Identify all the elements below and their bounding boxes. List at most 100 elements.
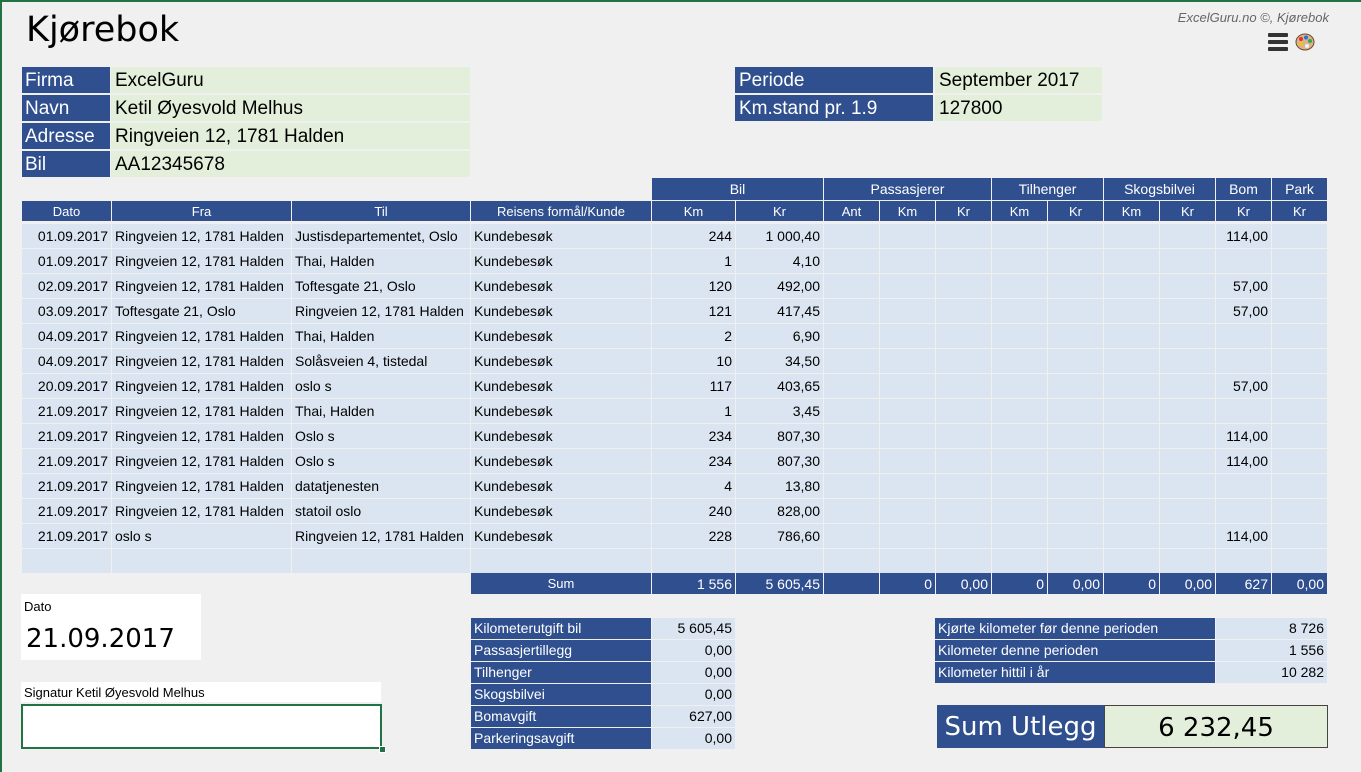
table-cell[interactable] (824, 224, 879, 248)
table-cell[interactable] (1104, 549, 1159, 573)
table-cell[interactable] (824, 249, 879, 273)
hamburger-menu-icon[interactable] (1268, 33, 1288, 51)
table-cell[interactable]: 417,45 (736, 299, 823, 323)
table-cell[interactable]: Kundebesøk (471, 499, 651, 523)
table-cell[interactable]: Oslo s (292, 449, 470, 473)
table-cell[interactable] (1272, 299, 1327, 323)
table-cell[interactable] (1272, 374, 1327, 398)
table-cell[interactable]: 3,45 (736, 399, 823, 423)
table-cell[interactable]: Solåsveien 4, tistedal (292, 349, 470, 373)
table-cell[interactable] (1160, 249, 1215, 273)
table-cell[interactable]: 807,30 (736, 424, 823, 448)
table-cell[interactable]: 02.09.2017 (22, 274, 111, 298)
table-cell[interactable]: Toftesgate 21, Oslo (292, 274, 470, 298)
table-cell[interactable] (1160, 549, 1215, 573)
table-cell[interactable]: Justisdepartementet, Oslo (292, 224, 470, 248)
table-cell[interactable]: Ringveien 12, 1781 Halden (112, 499, 291, 523)
info-value[interactable]: Ringveien 12, 1781 Halden (111, 123, 470, 149)
table-cell[interactable]: Thai, Halden (292, 324, 470, 348)
table-cell[interactable] (936, 299, 991, 323)
table-cell[interactable]: oslo s (112, 524, 291, 548)
table-cell[interactable] (1104, 499, 1159, 523)
table-cell[interactable] (1104, 274, 1159, 298)
table-cell[interactable]: Toftesgate 21, Oslo (112, 299, 291, 323)
table-cell[interactable] (992, 349, 1047, 373)
table-cell[interactable]: 120 (652, 274, 735, 298)
table-cell[interactable] (936, 349, 991, 373)
table-cell[interactable]: 2 (652, 324, 735, 348)
table-cell[interactable] (936, 274, 991, 298)
table-cell[interactable]: 1 (652, 399, 735, 423)
table-cell[interactable] (1048, 399, 1103, 423)
table-cell[interactable] (1216, 474, 1271, 498)
table-cell[interactable]: 21.09.2017 (22, 474, 111, 498)
table-cell[interactable] (824, 299, 879, 323)
table-cell[interactable] (824, 399, 879, 423)
info-value[interactable]: Ketil Øyesvold Melhus (111, 95, 470, 121)
table-cell[interactable] (992, 424, 1047, 448)
table-cell[interactable] (1048, 224, 1103, 248)
table-cell[interactable] (1104, 424, 1159, 448)
table-cell[interactable]: 57,00 (1216, 299, 1271, 323)
palette-icon[interactable] (1295, 33, 1315, 51)
table-cell[interactable] (992, 549, 1047, 573)
table-cell[interactable] (880, 524, 935, 548)
table-cell[interactable]: 1 (652, 249, 735, 273)
table-cell[interactable]: Thai, Halden (292, 249, 470, 273)
info-value[interactable]: September 2017 (935, 67, 1102, 93)
table-cell[interactable]: Kundebesøk (471, 274, 651, 298)
table-cell[interactable]: Ringveien 12, 1781 Halden (112, 374, 291, 398)
table-cell[interactable]: 121 (652, 299, 735, 323)
table-cell[interactable] (1048, 299, 1103, 323)
table-cell[interactable]: Kundebesøk (471, 324, 651, 348)
table-cell[interactable] (1048, 499, 1103, 523)
table-cell[interactable] (1104, 349, 1159, 373)
table-cell[interactable] (936, 399, 991, 423)
table-cell[interactable] (1104, 399, 1159, 423)
table-cell[interactable]: Kundebesøk (471, 299, 651, 323)
table-cell[interactable] (880, 324, 935, 348)
table-cell[interactable] (1104, 224, 1159, 248)
table-cell[interactable]: 114,00 (1216, 424, 1271, 448)
table-cell[interactable] (1104, 249, 1159, 273)
table-cell[interactable]: 04.09.2017 (22, 349, 111, 373)
table-cell[interactable] (824, 524, 879, 548)
table-cell[interactable] (652, 549, 735, 573)
table-cell[interactable] (824, 449, 879, 473)
table-cell[interactable] (1048, 549, 1103, 573)
table-cell[interactable] (1048, 424, 1103, 448)
table-cell[interactable] (1272, 499, 1327, 523)
info-value[interactable]: ExcelGuru (111, 67, 470, 93)
table-cell[interactable] (1272, 399, 1327, 423)
table-cell[interactable] (1272, 349, 1327, 373)
date-value[interactable]: 21.09.2017 (26, 624, 175, 654)
table-cell[interactable] (880, 549, 935, 573)
table-cell[interactable] (936, 324, 991, 348)
table-cell[interactable]: 228 (652, 524, 735, 548)
table-cell[interactable]: 4,10 (736, 249, 823, 273)
table-cell[interactable] (880, 349, 935, 373)
table-cell[interactable]: Ringveien 12, 1781 Halden (112, 274, 291, 298)
table-cell[interactable] (1160, 274, 1215, 298)
table-cell[interactable] (1272, 274, 1327, 298)
table-cell[interactable] (880, 249, 935, 273)
table-cell[interactable] (1048, 374, 1103, 398)
table-cell[interactable] (1216, 399, 1271, 423)
table-cell[interactable] (992, 324, 1047, 348)
table-cell[interactable] (1048, 249, 1103, 273)
table-cell[interactable] (22, 549, 111, 573)
table-cell[interactable]: 01.09.2017 (22, 224, 111, 248)
signature-field[interactable] (21, 704, 382, 749)
table-cell[interactable] (880, 299, 935, 323)
fill-handle[interactable] (379, 746, 386, 753)
table-cell[interactable]: Ringveien 12, 1781 Halden (112, 399, 291, 423)
table-cell[interactable] (880, 424, 935, 448)
table-cell[interactable]: Kundebesøk (471, 249, 651, 273)
table-cell[interactable]: 57,00 (1216, 374, 1271, 398)
table-cell[interactable]: Kundebesøk (471, 449, 651, 473)
table-cell[interactable] (936, 524, 991, 548)
table-cell[interactable]: statoil oslo (292, 499, 470, 523)
table-cell[interactable]: Kundebesøk (471, 349, 651, 373)
table-cell[interactable]: Kundebesøk (471, 224, 651, 248)
table-cell[interactable] (1272, 549, 1327, 573)
